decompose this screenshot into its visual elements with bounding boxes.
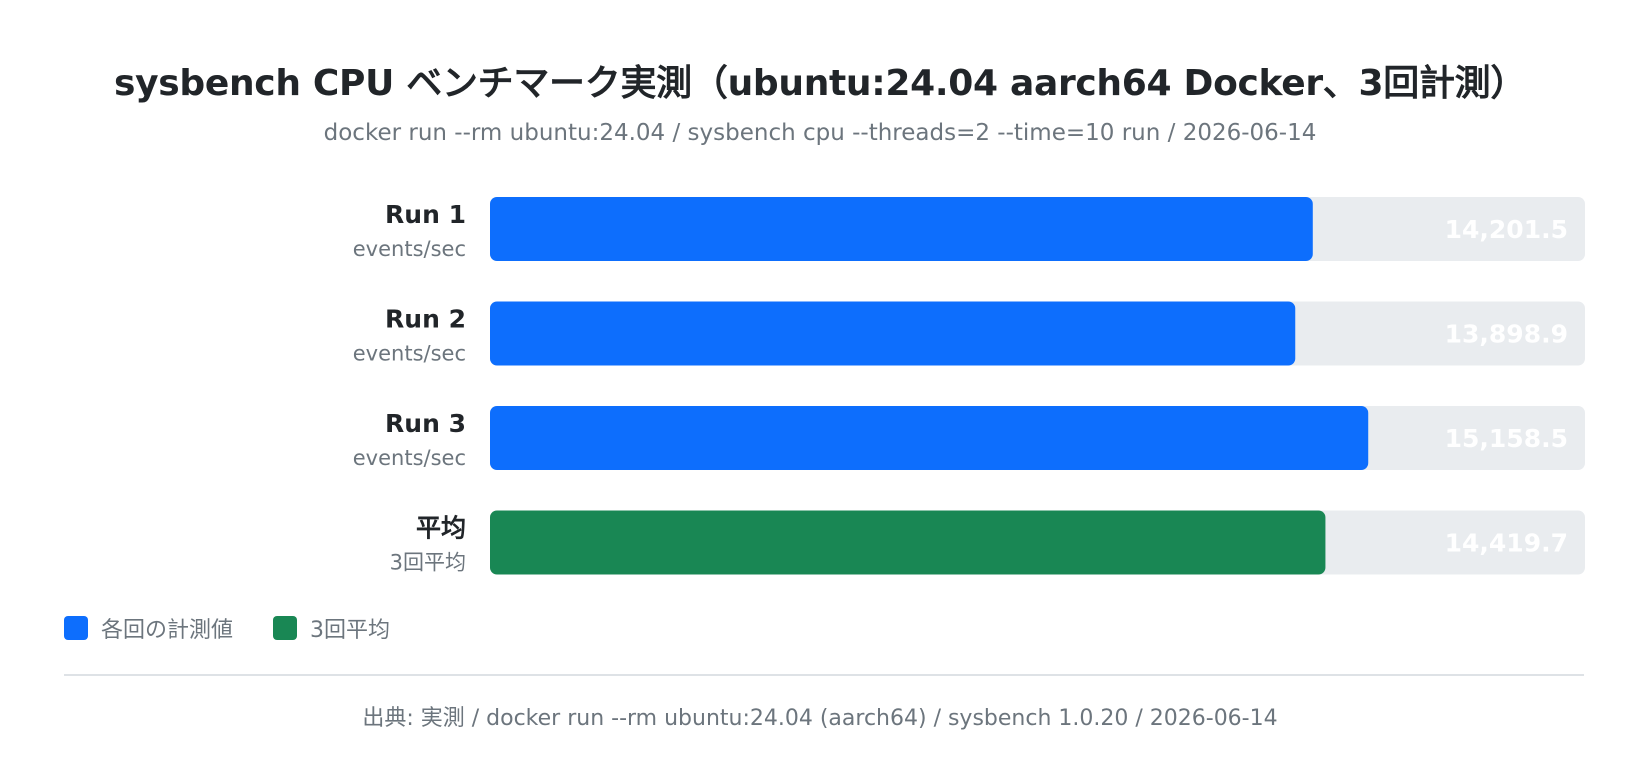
category-label: Run 1 — [385, 200, 466, 229]
data-label: 14,201.5 — [1445, 215, 1568, 244]
data-label: 15,158.5 — [1445, 424, 1568, 453]
chart-title: sysbench CPU ベンチマーク実測（ubuntu:24.04 aarch… — [113, 63, 1527, 104]
category-label: 平均 — [416, 514, 466, 543]
category-sublabel: events/sec — [353, 342, 466, 366]
bar-chart: Run 1 events/sec 14,201.5 Run 2 events/sec 13… — [353, 197, 1585, 575]
chart-subtitle: docker run --rm ubuntu:24.04 / sysbench … — [323, 120, 1317, 146]
footer-divider — [64, 674, 1584, 676]
bar — [490, 510, 1326, 575]
legend-item-runs: 各回の計測値 — [64, 612, 233, 644]
category-label: Run 2 — [385, 305, 466, 334]
legend-label-average: 3回平均 — [310, 618, 391, 643]
legend-item-average: 3回平均 — [273, 612, 390, 644]
bar — [490, 301, 1296, 366]
category-sublabel: 3回平均 — [390, 551, 466, 575]
source-note: 出典: 実測 / docker run --rm ubuntu:24.04 (a… — [362, 706, 1278, 731]
legend: 各回の計測値 3回平均 — [64, 612, 430, 644]
legend-swatch-average — [273, 616, 298, 640]
category-sublabel: events/sec — [353, 237, 466, 261]
bar — [490, 197, 1313, 261]
category-label: Run 3 — [385, 409, 466, 438]
legend-label-runs: 各回の計測値 — [101, 618, 234, 643]
category-sublabel: events/sec — [353, 446, 466, 470]
bar — [490, 406, 1369, 470]
data-label: 13,898.9 — [1445, 320, 1568, 349]
legend-swatch-runs — [64, 616, 88, 640]
data-label: 14,419.7 — [1445, 529, 1568, 558]
